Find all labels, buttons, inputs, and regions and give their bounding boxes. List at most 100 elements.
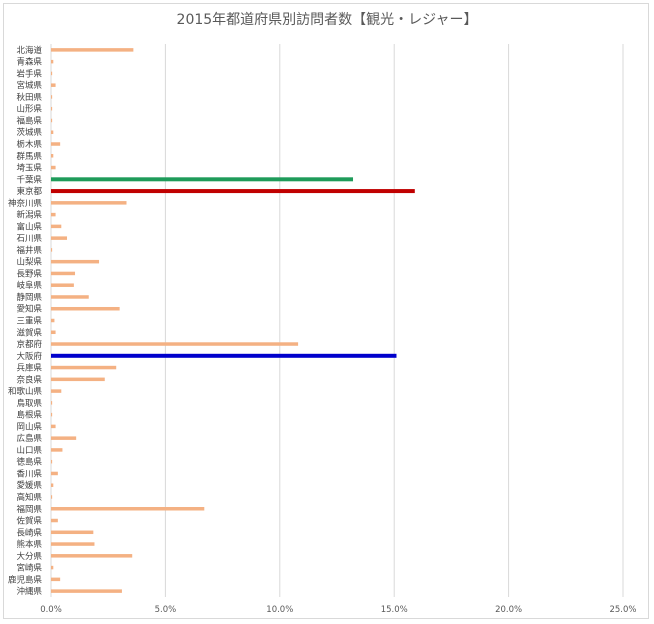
bar [51, 448, 63, 452]
category-label: 滋賀県 [16, 327, 42, 338]
category-label: 奈良県 [16, 374, 42, 385]
category-label: 兵庫県 [16, 363, 42, 374]
bar [51, 248, 53, 252]
x-tick-label: 0.0% [40, 605, 62, 615]
bar [51, 189, 415, 194]
category-label: 新潟県 [16, 210, 42, 221]
category-label: 鹿児島県 [8, 574, 43, 585]
bars [51, 48, 415, 593]
category-label: 宮城県 [16, 80, 42, 91]
category-labels: 北海道青森県岩手県宮城県秋田県山形県福島県茨城県栃木県群馬県埼玉県千葉県東京都神… [8, 45, 43, 597]
category-label: 熊本県 [16, 539, 42, 550]
bar [51, 130, 54, 134]
category-label: 富山県 [16, 221, 42, 232]
bar [51, 318, 55, 323]
category-label: 石川県 [16, 234, 42, 244]
bar [51, 59, 54, 64]
bar [51, 236, 68, 240]
bar [51, 165, 56, 170]
category-label: 山梨県 [16, 257, 42, 268]
bar [51, 365, 117, 370]
bar [51, 565, 54, 570]
gridlines [50, 44, 624, 597]
category-label: 愛知県 [16, 304, 42, 315]
category-label: 岩手県 [16, 68, 42, 79]
category-label: 大阪府 [16, 351, 42, 362]
bar [51, 283, 74, 287]
bar [51, 224, 62, 229]
bar [51, 483, 54, 487]
bar [51, 589, 122, 593]
bar [51, 518, 58, 523]
category-label: 和歌山県 [8, 386, 43, 397]
bar [51, 530, 94, 535]
category-label: 島根県 [16, 410, 42, 421]
category-label: 青森県 [16, 57, 42, 68]
chart-title: 2015年都道府県別訪問者数【観光・レジャー】 [176, 12, 478, 28]
bar [51, 177, 354, 182]
bar [51, 459, 53, 464]
chart-frame [3, 3, 649, 619]
category-label: 広島県 [16, 433, 42, 444]
bar [51, 118, 53, 123]
category-label: 三重県 [16, 316, 42, 327]
bar [51, 507, 205, 511]
category-label: 鳥取県 [16, 398, 42, 409]
x-tick-label: 10.0% [266, 605, 293, 615]
bar [51, 330, 56, 335]
category-label: 北海道 [16, 45, 42, 56]
x-axis-tick-labels: 0.0% 5.0% 10.0% 15.0% 20.0% 25.0% [40, 605, 636, 615]
category-label: 山形県 [16, 104, 42, 115]
category-label: 福島県 [16, 115, 42, 126]
category-label: 長野県 [16, 269, 42, 279]
category-label: 福岡県 [16, 504, 42, 515]
bar [51, 48, 134, 52]
x-tick-label: 20.0% [495, 605, 522, 615]
category-label: 栃木県 [16, 139, 42, 150]
category-label: 愛媛県 [16, 480, 42, 491]
bar [51, 259, 100, 264]
bar [51, 271, 76, 276]
category-label: 香川県 [16, 468, 42, 479]
bar [51, 389, 62, 393]
bar [51, 295, 89, 299]
category-label: 静岡県 [16, 292, 42, 303]
bar [51, 471, 58, 476]
x-tick-label: 25.0% [609, 605, 636, 615]
category-label: 山口県 [16, 445, 42, 456]
category-label: 長崎県 [16, 527, 42, 538]
category-label: 秋田県 [16, 92, 42, 103]
category-label: 群馬県 [16, 151, 42, 162]
bar [51, 342, 299, 346]
bar [51, 201, 127, 205]
category-label: 高知県 [16, 492, 42, 503]
bar [51, 142, 61, 146]
bar [51, 83, 56, 87]
bar [51, 154, 54, 158]
bar [51, 212, 56, 217]
bar [51, 306, 120, 311]
bar [51, 577, 61, 582]
category-label: 徳島県 [16, 457, 42, 468]
category-label: 福井県 [16, 245, 42, 256]
bar [51, 401, 53, 405]
bar [51, 554, 133, 558]
bar [51, 71, 53, 76]
category-label: 岡山県 [16, 421, 42, 432]
category-label: 京都府 [16, 339, 42, 350]
x-tick-label: 15.0% [381, 605, 408, 615]
category-label: 佐賀県 [16, 516, 42, 527]
bar [51, 424, 56, 429]
category-label: 沖縄県 [16, 586, 42, 597]
category-label: 大分県 [16, 551, 42, 562]
category-label: 千葉県 [16, 174, 42, 185]
category-label: 埼玉県 [16, 163, 42, 174]
category-label: 神奈川県 [8, 198, 43, 209]
bar [51, 542, 95, 546]
bar [51, 106, 53, 111]
bar [51, 377, 105, 382]
bar [51, 412, 53, 417]
bar [51, 495, 53, 499]
category-label: 茨城県 [16, 127, 42, 138]
